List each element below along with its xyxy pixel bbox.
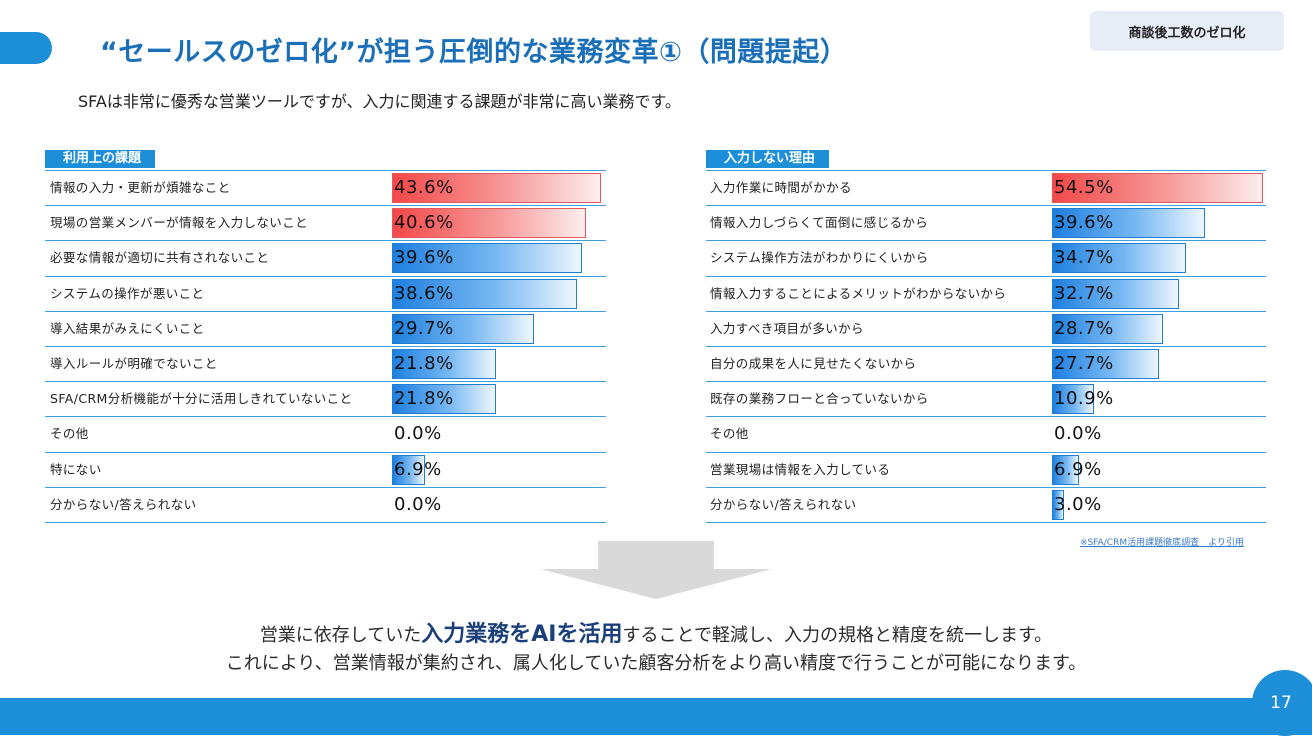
chart-title: 入力しない理由 — [706, 150, 830, 168]
category-label: 分からない/答えられない — [710, 496, 857, 512]
category-label: 必要な情報が適切に共有されないこと — [50, 250, 270, 266]
data-label: 38.6% — [394, 282, 454, 304]
bar — [392, 173, 601, 203]
chart-title: 利用上の課題 — [45, 150, 156, 168]
chart-row: その他 0.0% — [706, 417, 1266, 453]
chart-row: 分からない/答えられない 3.0% — [706, 488, 1266, 523]
chart-row: 導入ルールが明確でないこと 21.8% — [45, 347, 606, 383]
chart-row: 特にない 6.9% — [45, 453, 606, 488]
data-label: 10.9% — [1054, 388, 1114, 410]
chart-row: 既存の業務フローと合っていないから 10.9% — [706, 382, 1266, 418]
data-label: 6.9% — [394, 458, 442, 480]
category-label: その他 — [710, 426, 749, 442]
category-label: システムの操作が悪いこと — [50, 285, 205, 301]
category-label: 分からない/答えられない — [50, 496, 197, 512]
data-label: 27.7% — [1054, 352, 1114, 374]
chart-row: 情報入力することによるメリットがわからないから 32.7% — [706, 277, 1266, 312]
chart-row: 入力作業に時間がかかる 54.5% — [706, 171, 1266, 207]
data-label: 6.9% — [1054, 458, 1102, 480]
chart-row: システムの操作が悪いこと 38.6% — [45, 277, 606, 312]
category-label: 既存の業務フローと合っていないから — [710, 391, 929, 407]
chart-rows: 情報の入力・更新が煩雑なこと 43.6% 現場の営業メンバーが情報を入力しないこと 4… — [45, 171, 606, 523]
title-accent-pill — [0, 32, 52, 64]
bar — [1052, 313, 1164, 344]
bar — [392, 384, 497, 415]
source-note: ※SFA/CRM活用課題徹底調査 より引用 — [1080, 538, 1244, 548]
data-label: 39.6% — [394, 247, 454, 269]
bar — [392, 243, 582, 274]
data-label: 39.6% — [1054, 212, 1114, 234]
data-label: 32.7% — [1054, 282, 1114, 304]
bar — [1052, 454, 1079, 485]
chart-top-rule — [45, 170, 606, 171]
conclusion-emphasis: 入力業務をAIを活用 — [421, 622, 623, 647]
bar — [1052, 489, 1064, 520]
bar — [1052, 384, 1095, 415]
category-label: 営業現場は情報を入力している — [710, 461, 891, 477]
category-label: 入力すべき項目が多いから — [710, 320, 864, 336]
data-label: 43.6% — [394, 177, 454, 198]
conclusion-line-1: 営業に依存していた入力業務をAIを活用することで軽減し、入力の規格と精度を統一し… — [0, 616, 1312, 648]
conclusion-text: することで軽減し、入力の規格と精度を統一します。 — [622, 625, 1053, 646]
chart-non-input-reasons: 入力しない理由 入力作業に時間がかかる 54.5% 情報入力しづらくて面倒に感じるか… — [706, 147, 1266, 523]
chart-row: 入力すべき項目が多いから 28.7% — [706, 312, 1266, 347]
conclusion-text: 営業に依存していた — [259, 625, 422, 646]
bar — [392, 278, 577, 309]
chart-row: 情報入力しづらくて面倒に感じるから 39.6% — [706, 206, 1266, 242]
bar — [1052, 208, 1206, 239]
bar — [392, 208, 587, 239]
page-number: 17 — [1252, 670, 1312, 736]
bar — [392, 348, 497, 379]
footer-bar — [0, 698, 1312, 735]
chart-row: 導入結果がみえにくいこと 29.7% — [45, 312, 606, 347]
chart-row: 営業現場は情報を入力している 6.9% — [706, 453, 1266, 488]
data-label: 34.7% — [1054, 247, 1114, 269]
chart-row: SFA/CRM分析機能が十分に活用しきれていないこと 21.8% — [45, 382, 606, 418]
chart-row: その他 0.0% — [45, 417, 606, 453]
category-label: 特にない — [50, 461, 102, 477]
section-tag: 商談後工数のゼロ化 — [1090, 11, 1284, 51]
category-label: その他 — [50, 426, 89, 442]
slide-subtitle: SFAは非常に優秀な営業ツールですが、入力に関連する課題が非常に高い業務です。 — [78, 92, 681, 111]
category-label: 情報入力することによるメリットがわからないから — [710, 285, 1007, 301]
chart-row: 情報の入力・更新が煩雑なこと 43.6% — [45, 171, 606, 207]
data-label: 28.7% — [1054, 317, 1114, 339]
chart-row: 現場の営業メンバーが情報を入力しないこと 40.6% — [45, 206, 606, 242]
slide-title: “セールスのゼロ化”が担う圧倒的な業務変革①（問題提起） — [100, 37, 848, 68]
data-label: 21.8% — [394, 388, 454, 410]
chart-row: 分からない/答えられない 0.0% — [45, 488, 606, 523]
category-label: 現場の営業メンバーが情報を入力しないこと — [50, 215, 309, 231]
bar — [1052, 278, 1179, 309]
chart-usage-issues: 利用上の課題 情報の入力・更新が煩雑なこと 43.6% 現場の営業メンバーが情報を入… — [45, 147, 606, 523]
category-label: 情報入力しづらくて面倒に感じるから — [710, 215, 929, 231]
chart-rows: 入力作業に時間がかかる 54.5% 情報入力しづらくて面倒に感じるから 39.6% シス… — [706, 171, 1266, 523]
data-label: 40.6% — [394, 212, 454, 234]
data-label: 21.8% — [394, 352, 454, 374]
bar — [1052, 243, 1187, 274]
bar — [392, 313, 535, 344]
category-label: システム操作方法がわかりにくいから — [710, 250, 929, 266]
chart-row: 必要な情報が適切に共有されないこと 39.6% — [45, 241, 606, 277]
category-label: 入力作業に時間がかかる — [710, 180, 852, 195]
data-label: 0.0% — [394, 423, 442, 445]
chart-row: 自分の成果を人に見せたくないから 27.7% — [706, 347, 1266, 383]
bar — [1052, 348, 1160, 379]
category-label: SFA/CRM分析機能が十分に活用しきれていないこと — [50, 391, 353, 407]
data-label: 29.7% — [394, 317, 454, 339]
data-label: 0.0% — [1054, 423, 1102, 445]
chart-row: システム操作方法がわかりにくいから 34.7% — [706, 241, 1266, 277]
data-label: 3.0% — [1054, 493, 1102, 515]
data-label: 0.0% — [394, 493, 442, 515]
category-label: 情報の入力・更新が煩雑なこと — [50, 180, 231, 195]
bar — [392, 454, 426, 485]
category-label: 導入ルールが明確でないこと — [50, 355, 218, 371]
conclusion-line-2: これにより、営業情報が集約され、属人化していた顧客分析をより高い精度で行うことが… — [225, 653, 1087, 674]
data-label: 54.5% — [1054, 177, 1114, 198]
category-label: 導入結果がみえにくいこと — [50, 320, 205, 336]
chart-top-rule — [706, 170, 1266, 171]
category-label: 自分の成果を人に見せたくないから — [710, 355, 917, 371]
bar — [1052, 173, 1263, 203]
down-arrow-icon — [540, 541, 772, 599]
